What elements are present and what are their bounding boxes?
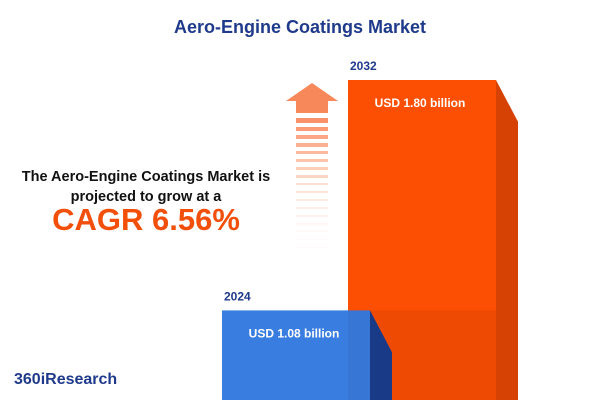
category-label: 2024 (224, 289, 251, 303)
cagr: CAGR 6.56% (52, 202, 240, 237)
bar (222, 310, 370, 400)
chart-title: Aero-Engine Coatings Market (174, 17, 426, 37)
brand: 360iResearch (14, 371, 117, 388)
value-label: USD 1.08 billion (249, 326, 340, 340)
bar-shade (348, 310, 496, 400)
bar-side (370, 310, 392, 400)
value-label: USD 1.80 billion (375, 96, 466, 110)
bar-side (496, 80, 518, 400)
growth-arrow (286, 83, 338, 248)
description: The Aero-Engine Coatings Market is projec… (22, 169, 270, 205)
category-label: 2032 (350, 59, 377, 73)
